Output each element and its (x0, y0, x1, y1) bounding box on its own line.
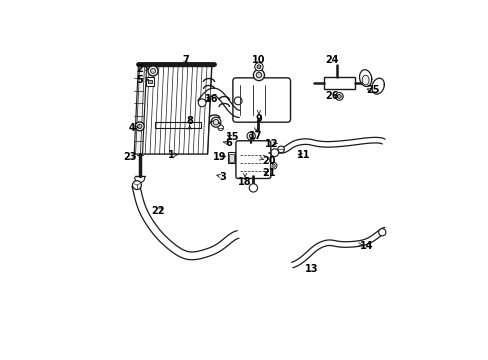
Text: 7: 7 (182, 55, 188, 65)
Text: 5: 5 (136, 75, 143, 85)
Text: 21: 21 (262, 168, 275, 179)
Text: 2: 2 (136, 64, 143, 74)
Text: 13: 13 (304, 264, 318, 274)
Text: 15: 15 (225, 132, 239, 143)
Text: 16: 16 (204, 94, 218, 104)
Circle shape (148, 66, 158, 76)
Text: 20: 20 (262, 156, 275, 166)
Text: 6: 6 (224, 138, 231, 148)
Circle shape (337, 94, 341, 98)
Circle shape (257, 65, 260, 69)
Circle shape (271, 164, 275, 167)
Circle shape (246, 132, 255, 140)
Circle shape (210, 117, 221, 127)
Text: 17: 17 (249, 131, 263, 141)
Text: 9: 9 (255, 114, 262, 125)
Circle shape (254, 63, 263, 71)
Circle shape (213, 120, 218, 125)
Bar (155, 122, 200, 128)
Text: 18: 18 (238, 177, 251, 187)
Circle shape (277, 146, 284, 153)
Text: 26: 26 (325, 91, 339, 102)
Text: 10: 10 (252, 55, 265, 65)
FancyBboxPatch shape (235, 141, 270, 179)
Circle shape (150, 68, 155, 73)
Text: 8: 8 (186, 116, 193, 126)
Circle shape (249, 184, 257, 192)
Text: 14: 14 (360, 240, 373, 251)
Circle shape (198, 99, 205, 107)
Polygon shape (134, 66, 146, 154)
Bar (324, 77, 354, 90)
Text: 24: 24 (325, 55, 339, 66)
Circle shape (249, 134, 253, 138)
Text: 25: 25 (365, 85, 379, 95)
Bar (146, 77, 154, 86)
Text: 12: 12 (264, 139, 278, 149)
Polygon shape (359, 70, 371, 86)
Bar (228, 153, 234, 162)
Text: 1: 1 (168, 150, 175, 159)
Polygon shape (291, 228, 385, 267)
Text: 11: 11 (296, 150, 309, 161)
Circle shape (218, 125, 223, 131)
Text: 19: 19 (213, 152, 226, 162)
Text: 23: 23 (123, 152, 137, 162)
Text: 4: 4 (128, 123, 135, 133)
Text: 3: 3 (219, 172, 226, 182)
Circle shape (378, 229, 385, 236)
Circle shape (270, 162, 276, 169)
Bar (148, 80, 152, 84)
Text: 22: 22 (151, 206, 164, 216)
FancyBboxPatch shape (232, 78, 290, 122)
Circle shape (234, 97, 242, 105)
Circle shape (256, 72, 261, 78)
Polygon shape (135, 66, 211, 154)
Ellipse shape (362, 75, 368, 85)
Circle shape (270, 149, 278, 157)
Polygon shape (277, 138, 385, 153)
Circle shape (135, 122, 144, 131)
Bar (227, 152, 235, 163)
Circle shape (132, 181, 141, 190)
Circle shape (335, 93, 343, 100)
Polygon shape (371, 78, 384, 94)
Polygon shape (198, 88, 239, 117)
Circle shape (253, 69, 264, 81)
Polygon shape (132, 183, 239, 260)
Circle shape (137, 124, 142, 129)
